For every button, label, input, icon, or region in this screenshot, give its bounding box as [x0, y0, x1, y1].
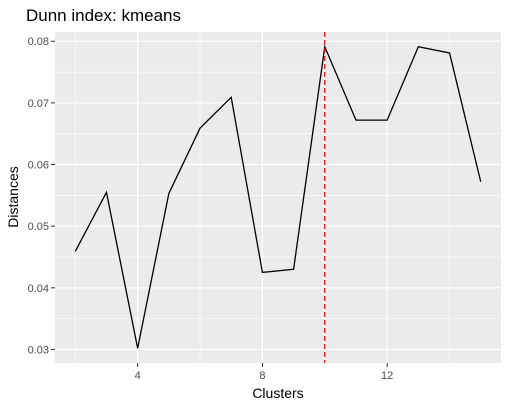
major-gridlines — [55, 32, 501, 363]
chart-title: Dunn index: kmeans — [26, 6, 181, 25]
y-tick-label: 0.05 — [28, 221, 49, 233]
y-tick-label: 0.06 — [28, 160, 49, 172]
x-tick-label: 8 — [259, 370, 265, 382]
y-tick-label: 0.03 — [28, 344, 49, 356]
y-tick-label: 0.07 — [28, 98, 49, 110]
x-axis-title: Clusters — [252, 385, 303, 401]
y-tick-label: 0.04 — [28, 283, 49, 295]
x-tick-label: 4 — [135, 370, 141, 382]
plot-panel — [55, 32, 501, 363]
x-tick-label: 12 — [381, 370, 393, 382]
minor-gridlines — [55, 32, 501, 363]
y-tick-label: 0.08 — [28, 36, 49, 48]
x-axis: 4 8 12 — [135, 363, 393, 382]
series-line — [74, 44, 482, 349]
y-axis-title: Distances — [5, 166, 21, 227]
y-axis: 0.03 0.04 0.05 0.06 0.07 0.08 — [28, 36, 55, 356]
